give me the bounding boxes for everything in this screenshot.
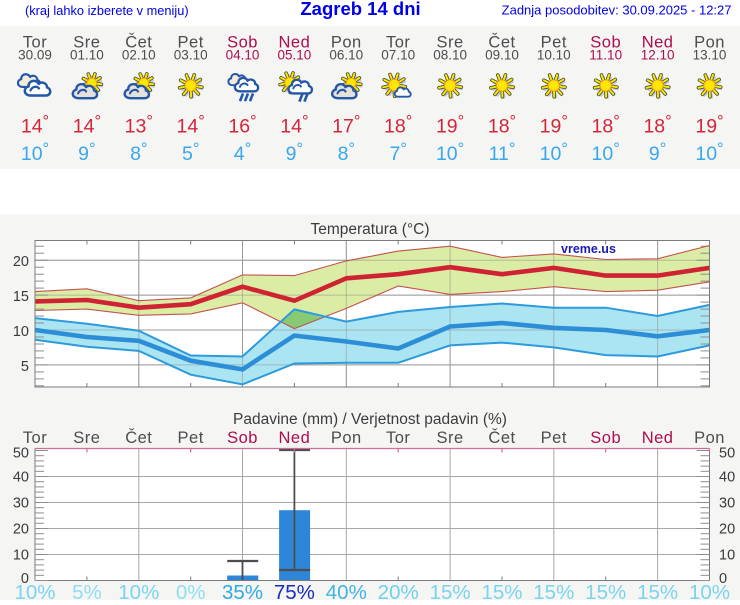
svg-text:15%: 15% <box>533 581 574 600</box>
svg-text:Temperatura (°C): Temperatura (°C) <box>310 221 429 238</box>
svg-text:50: 50 <box>13 446 29 462</box>
svg-text:Pon: Pon <box>331 429 362 447</box>
svg-text:75%: 75% <box>274 581 315 600</box>
svg-text:03.10: 03.10 <box>174 48 208 63</box>
svg-text:09.10: 09.10 <box>485 48 519 63</box>
svg-text:Ned: Ned <box>642 429 674 447</box>
svg-text:11.10: 11.10 <box>589 48 622 63</box>
svg-text:40: 40 <box>719 470 735 486</box>
svg-text:Sre: Sre <box>437 429 464 447</box>
svg-text:5%: 5% <box>72 581 102 600</box>
svg-text:0%: 0% <box>176 581 206 600</box>
svg-text:5: 5 <box>21 359 29 375</box>
svg-text:08.10: 08.10 <box>433 48 467 63</box>
svg-text:Pet: Pet <box>541 429 567 447</box>
svg-text:Sre: Sre <box>73 429 100 447</box>
svg-text:40: 40 <box>13 470 29 486</box>
svg-text:15%: 15% <box>585 581 626 600</box>
svg-text:10.10: 10.10 <box>537 48 571 63</box>
svg-text:15: 15 <box>13 289 29 305</box>
svg-text:04.10: 04.10 <box>226 48 260 63</box>
svg-text:Pon: Pon <box>694 429 725 447</box>
svg-text:10%: 10% <box>689 581 730 600</box>
svg-text:15%: 15% <box>430 581 471 600</box>
svg-text:35%: 35% <box>222 581 263 600</box>
svg-text:(kraj lahko izberete v meniju): (kraj lahko izberete v meniju) <box>25 3 189 18</box>
svg-text:05.10: 05.10 <box>278 48 312 63</box>
svg-text:Zadnja posodobitev: 30.09.2025: Zadnja posodobitev: 30.09.2025 - 12:27 <box>502 3 732 18</box>
svg-text:06.10: 06.10 <box>329 48 363 63</box>
svg-text:10: 10 <box>13 548 29 564</box>
svg-text:10: 10 <box>13 324 29 340</box>
svg-text:15%: 15% <box>637 581 678 600</box>
svg-text:20: 20 <box>13 522 29 538</box>
svg-text:10: 10 <box>719 548 735 564</box>
svg-text:13.10: 13.10 <box>693 48 727 63</box>
svg-text:Čet: Čet <box>488 428 515 447</box>
svg-text:Zagreb 14 dni: Zagreb 14 dni <box>300 0 420 19</box>
svg-text:Ned: Ned <box>279 429 311 447</box>
svg-text:10%: 10% <box>118 581 159 600</box>
svg-text:02.10: 02.10 <box>122 48 156 63</box>
svg-text:Sob: Sob <box>590 429 621 447</box>
svg-text:20: 20 <box>719 522 735 538</box>
svg-text:Čet: Čet <box>125 428 152 447</box>
svg-text:30.09: 30.09 <box>18 48 52 63</box>
svg-text:20%: 20% <box>378 581 419 600</box>
svg-text:Pet: Pet <box>178 429 204 447</box>
svg-text:Tor: Tor <box>23 429 47 447</box>
svg-text:30: 30 <box>719 496 735 512</box>
svg-text:01.10: 01.10 <box>70 48 104 63</box>
svg-text:vreme.us: vreme.us <box>561 242 616 256</box>
svg-text:Padavine (mm) / Verjetnost pad: Padavine (mm) / Verjetnost padavin (%) <box>233 411 507 428</box>
svg-text:10%: 10% <box>14 581 55 600</box>
svg-text:15%: 15% <box>481 581 522 600</box>
svg-text:30: 30 <box>13 496 29 512</box>
svg-text:50: 50 <box>719 446 735 462</box>
svg-text:20: 20 <box>13 254 29 270</box>
svg-text:40%: 40% <box>326 581 367 600</box>
svg-text:12.10: 12.10 <box>641 48 675 63</box>
svg-text:Sob: Sob <box>227 429 258 447</box>
svg-text:Tor: Tor <box>386 429 410 447</box>
svg-text:07.10: 07.10 <box>381 48 415 63</box>
